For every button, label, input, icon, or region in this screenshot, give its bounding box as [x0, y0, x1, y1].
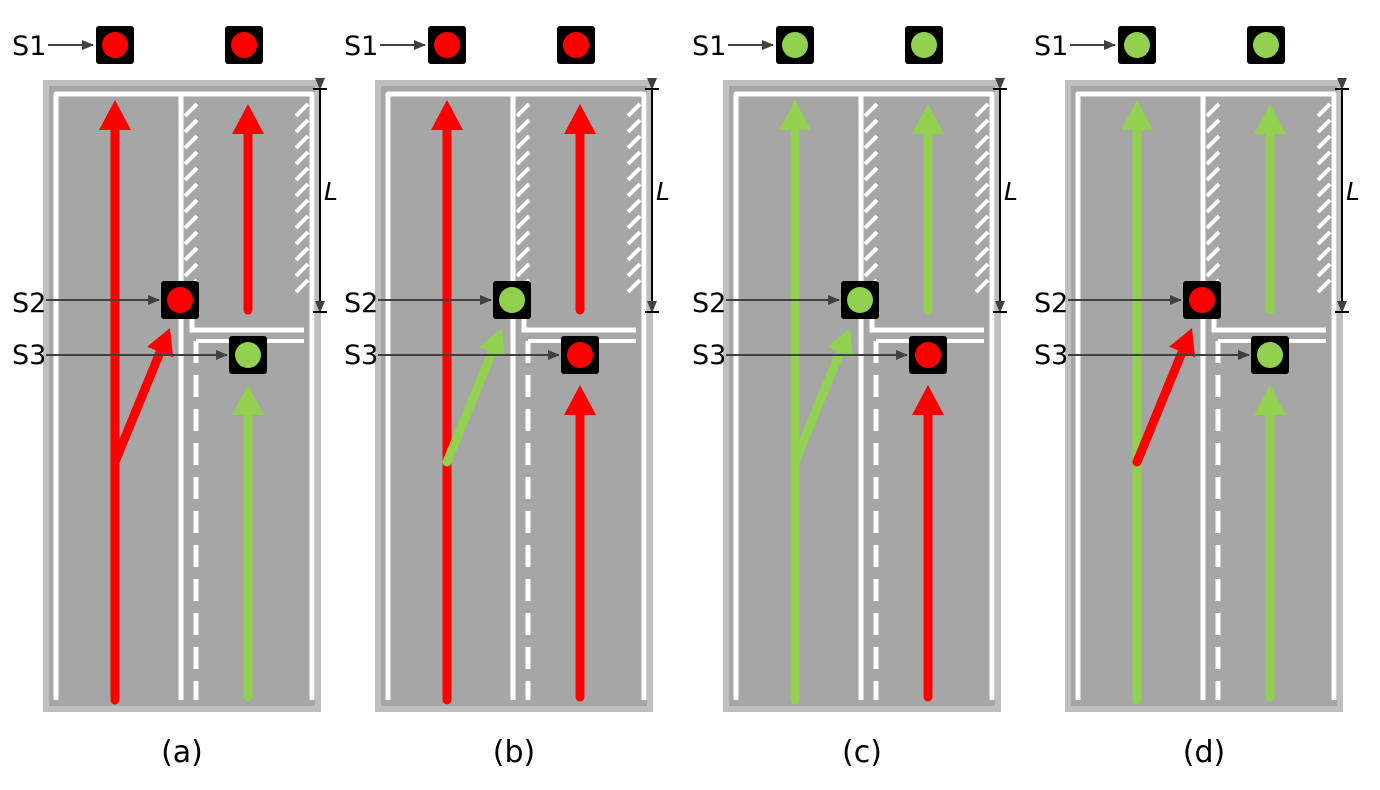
s3-label: S3	[12, 340, 46, 371]
length-label: L	[1004, 177, 1018, 206]
panel-caption: (a)	[161, 735, 203, 770]
panel-a: S1 S2 S3 L (a)	[12, 26, 338, 770]
s1-signal	[428, 26, 466, 64]
s3-label: S3	[1034, 340, 1068, 371]
s1-label: S1	[1034, 31, 1068, 62]
hatch-marking-right	[626, 102, 642, 294]
right-lane-upper-arrow	[1254, 104, 1286, 315]
right-lane-upper-arrow	[912, 104, 944, 315]
s1-label: S1	[692, 31, 726, 62]
panel-b: S1 S2 S3 L (b)	[344, 26, 670, 770]
main-lane-arrow	[99, 100, 131, 705]
s2-label: S2	[344, 288, 378, 319]
s1-signal-right	[557, 26, 595, 64]
s3-signal	[909, 336, 947, 374]
s3-signal	[1251, 336, 1289, 374]
s1-signal	[776, 26, 814, 64]
s3-label: S3	[692, 340, 726, 371]
right-lane-lower-arrow	[912, 385, 944, 702]
s2-signal	[1183, 281, 1221, 319]
road-boundary	[53, 91, 315, 700]
s1-signal	[1118, 26, 1156, 64]
main-lane-arrow	[431, 100, 463, 705]
main-lane-arrow	[779, 100, 811, 705]
s1-signal-right	[225, 26, 263, 64]
right-lane-lower-arrow	[232, 385, 264, 702]
right-lane-lower-arrow	[564, 385, 596, 702]
turn-arrow	[790, 328, 854, 467]
road-boundary	[1075, 91, 1337, 700]
s1-label: S1	[12, 31, 46, 62]
right-lane-upper-arrow	[232, 104, 264, 315]
s2-signal	[841, 281, 879, 319]
s3-signal	[561, 336, 599, 374]
panel-caption: (d)	[1183, 735, 1225, 770]
right-lane-lower-arrow	[1254, 385, 1286, 702]
s3-signal	[229, 336, 267, 374]
panel-c: S1 S2 S3 L (c)	[692, 26, 1018, 770]
s1-signal-right	[1247, 26, 1285, 64]
s2-label: S2	[12, 288, 46, 319]
s1-label: S1	[344, 31, 378, 62]
length-label: L	[1346, 177, 1360, 206]
s2-label: S2	[1034, 288, 1068, 319]
road-boundary	[385, 91, 647, 700]
turn-arrow	[110, 328, 174, 467]
turn-arrow	[1132, 328, 1196, 467]
main-lane-arrow	[1121, 100, 1153, 705]
right-lane-upper-arrow	[564, 104, 596, 315]
s2-signal	[161, 281, 199, 319]
hatch-marking-right	[974, 102, 990, 294]
hatch-marking-right	[294, 102, 310, 294]
s1-signal	[96, 26, 134, 64]
s2-label: S2	[692, 288, 726, 319]
length-label: L	[324, 177, 338, 206]
s2-signal	[493, 281, 531, 319]
panel-caption: (b)	[493, 735, 535, 770]
s1-signal-right	[905, 26, 943, 64]
turn-arrow	[442, 328, 506, 467]
panel-d: S1 S2 S3 L (d)	[1034, 26, 1360, 770]
length-label: L	[656, 177, 670, 206]
panel-caption: (c)	[842, 735, 882, 770]
road-boundary	[733, 91, 995, 700]
hatch-marking-right	[1316, 102, 1332, 294]
s3-label: S3	[344, 340, 378, 371]
